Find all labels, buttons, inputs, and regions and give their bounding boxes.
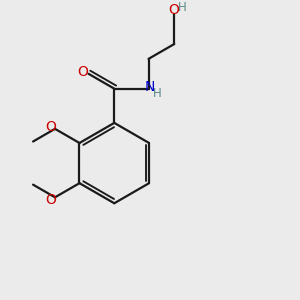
Text: O: O	[168, 3, 179, 17]
Text: O: O	[45, 120, 56, 134]
Text: H: H	[153, 87, 162, 100]
Text: O: O	[45, 193, 56, 207]
Text: H: H	[178, 1, 187, 14]
Text: N: N	[145, 80, 155, 94]
Text: O: O	[78, 65, 88, 79]
